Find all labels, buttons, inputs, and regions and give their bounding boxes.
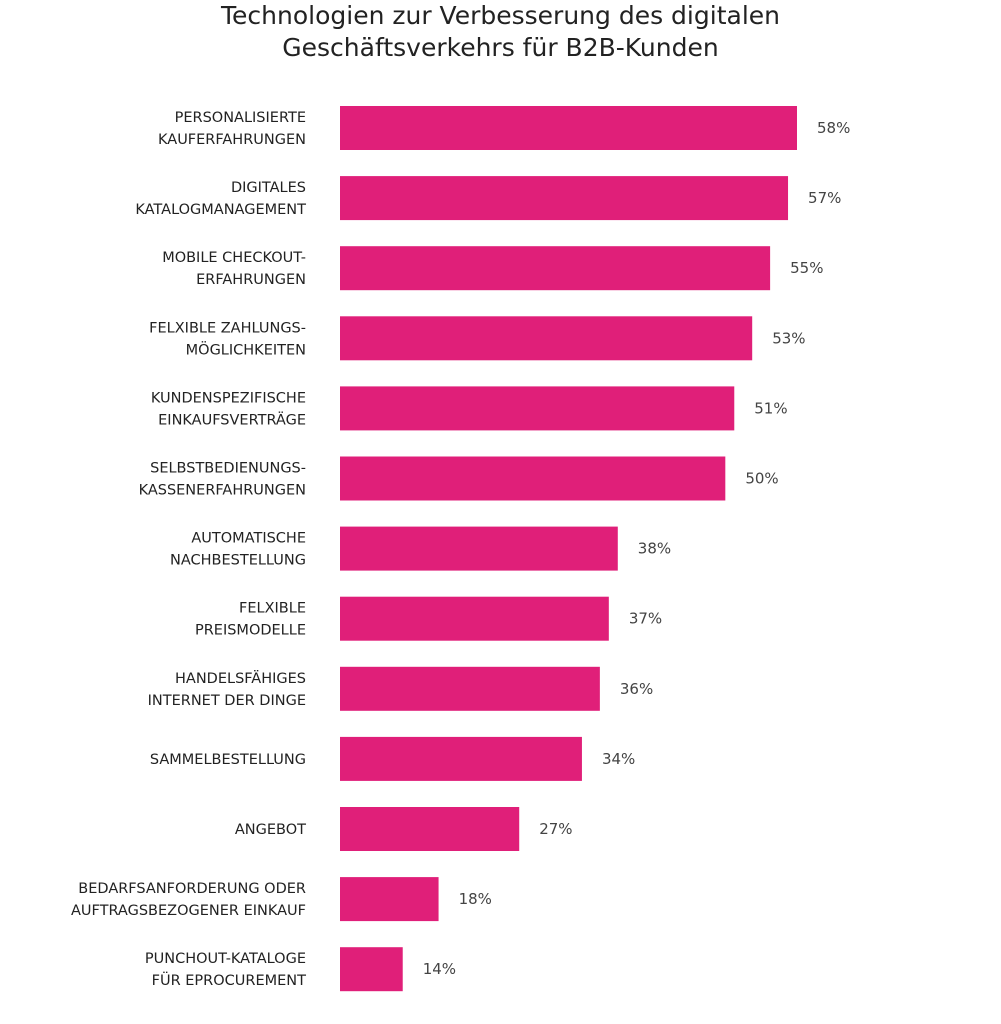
category-label: SAMMELBESTELLUNG <box>150 752 306 768</box>
category-label: ERFAHRUNGEN <box>196 272 306 288</box>
category-label: HANDELSFÄHIGES <box>175 669 306 687</box>
category-label: PERSONALISIERTE <box>175 110 306 126</box>
data-label: 57% <box>808 189 841 207</box>
category-label: MOBILE CHECKOUT- <box>162 250 306 266</box>
data-label: 27% <box>539 820 572 838</box>
data-label: 36% <box>620 680 653 698</box>
data-label: 53% <box>772 329 805 347</box>
bar <box>340 386 735 431</box>
category-label: KATALOGMANAGEMENT <box>135 202 306 218</box>
bar <box>340 246 771 291</box>
category-label: FELXIBLE <box>239 601 306 617</box>
data-label: 34% <box>602 750 635 768</box>
category-label: NACHBESTELLUNG <box>170 553 306 569</box>
category-label: DIGITALES <box>231 180 306 196</box>
category-label: INTERNET DER DINGE <box>148 693 306 709</box>
bar <box>340 456 726 501</box>
category-label: MÖGLICHKEITEN <box>186 340 306 358</box>
category-label: EINKAUFSVERTRÄGE <box>158 410 306 428</box>
data-label: 50% <box>745 470 778 488</box>
data-label: 55% <box>790 259 823 277</box>
data-label: 18% <box>459 890 492 908</box>
bar <box>340 596 609 641</box>
category-label: KASSENERFAHRUNGEN <box>139 483 306 499</box>
title-line-2: Geschäftsverkehrs für B2B-Kunden <box>282 33 719 62</box>
category-label: ANGEBOT <box>235 822 306 838</box>
bar <box>340 526 618 571</box>
bar <box>340 666 600 711</box>
category-label: PUNCHOUT-KATALOGE <box>145 951 306 967</box>
data-label: 51% <box>754 399 787 417</box>
category-label: FELXIBLE ZAHLUNGS- <box>149 320 306 336</box>
title-line-1: Technologien zur Verbesserung des digita… <box>221 1 780 30</box>
bar <box>340 877 439 922</box>
category-label: AUTOMATISCHE <box>191 531 306 547</box>
bar <box>340 316 753 361</box>
data-label: 14% <box>423 960 456 978</box>
bar <box>340 176 789 221</box>
data-label: 38% <box>638 540 671 558</box>
category-label: KUNDENSPEZIFISCHE <box>151 390 306 406</box>
category-label: BEDARFSANFORDERUNG ODER <box>78 881 306 897</box>
data-label: 37% <box>629 610 662 628</box>
chart-title: Technologien zur Verbesserung des digita… <box>0 0 1001 64</box>
bar <box>340 106 797 150</box>
category-label: FÜR EPROCUREMENT <box>152 971 307 989</box>
bar <box>340 736 582 781</box>
category-label: SELBSTBEDIENUNGS- <box>150 461 306 477</box>
data-label: 58% <box>817 119 850 137</box>
bar <box>340 947 403 992</box>
category-label: AUFTRAGSBEZOGENER EINKAUF <box>71 903 306 919</box>
category-label: KAUFERFAHRUNGEN <box>158 132 306 148</box>
bar <box>340 807 520 851</box>
category-label: PREISMODELLE <box>195 623 306 639</box>
